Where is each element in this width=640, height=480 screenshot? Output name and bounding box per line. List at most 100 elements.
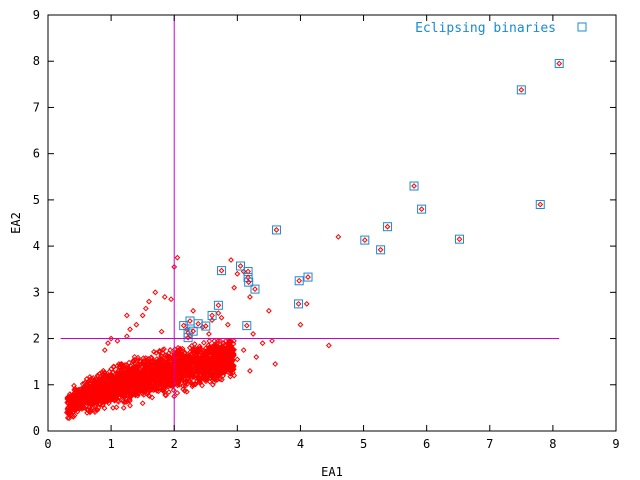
red-data-point <box>64 409 70 416</box>
red-data-point <box>80 385 87 392</box>
plot-frame <box>47 14 617 432</box>
red-data-point <box>163 365 170 372</box>
binary-inner-diamond <box>180 322 187 329</box>
red-data-point <box>71 382 77 389</box>
red-data-point <box>71 405 78 412</box>
red-data-point <box>140 355 147 362</box>
red-data-point <box>127 402 133 409</box>
red-data-point <box>135 378 142 385</box>
red-data-point <box>192 345 199 352</box>
red-data-point <box>96 387 103 394</box>
red-data-point <box>158 353 165 360</box>
red-data-point <box>142 305 149 312</box>
red-data-point <box>247 368 253 374</box>
red-data-point <box>201 361 207 368</box>
red-data-point <box>150 375 157 382</box>
red-data-point <box>73 400 80 407</box>
red-data-point <box>224 321 231 328</box>
binary-inner-diamond <box>215 302 222 309</box>
red-data-point <box>99 399 106 406</box>
eclipsing-binary-point <box>409 181 419 191</box>
y-tick-label: 5 <box>33 193 40 207</box>
red-data-point <box>229 346 235 352</box>
red-data-point <box>115 368 122 375</box>
red-data-point <box>149 376 156 383</box>
binary-inner-diamond <box>411 183 417 189</box>
binary-inner-diamond <box>245 274 251 281</box>
red-data-point <box>159 361 165 367</box>
red-data-point <box>75 386 82 393</box>
red-data-point <box>127 372 134 379</box>
red-data-point <box>199 382 206 389</box>
red-data-point <box>228 367 234 374</box>
red-data-point <box>225 361 232 368</box>
red-data-point <box>228 368 234 375</box>
red-data-point <box>113 404 120 411</box>
red-data-point <box>187 349 193 356</box>
red-data-point <box>74 390 80 397</box>
binary-inner-diamond <box>218 267 225 274</box>
red-data-point <box>208 347 215 353</box>
red-data-point <box>159 358 166 365</box>
red-data-point <box>74 408 81 415</box>
red-data-point <box>120 404 127 411</box>
red-data-point <box>121 373 128 379</box>
binary-inner-diamond <box>418 206 425 213</box>
red-data-point <box>174 390 181 396</box>
red-data-point <box>194 354 200 361</box>
red-data-point <box>83 389 90 396</box>
binary-inner-diamond <box>243 322 250 329</box>
red-data-point <box>106 373 113 380</box>
x-tick-label: 2 <box>171 437 178 451</box>
red-data-point <box>127 326 133 333</box>
y-tick-label: 7 <box>33 100 40 114</box>
red-data-point <box>134 372 141 379</box>
red-data-point <box>253 354 260 360</box>
red-data-point <box>170 387 177 394</box>
eclipsing-binary-point <box>383 222 393 232</box>
eclipsing-binary-point <box>516 85 526 95</box>
red-data-point <box>247 294 253 300</box>
red-data-point <box>87 389 94 396</box>
red-data-point <box>125 380 131 387</box>
binary-inner-diamond <box>185 334 192 341</box>
red-data-point <box>159 347 166 353</box>
binary-inner-diamond <box>537 201 544 208</box>
eclipsing-binary-point <box>554 59 564 69</box>
red-data-point <box>209 381 216 388</box>
red-data-point <box>194 349 201 356</box>
red-data-point <box>220 372 227 379</box>
x-axis-label: EA1 <box>321 465 343 479</box>
red-data-point <box>130 391 137 398</box>
red-data-point <box>131 376 138 383</box>
red-data-point <box>88 390 95 396</box>
red-data-point <box>181 367 188 374</box>
binary-inner-diamond <box>296 277 303 284</box>
red-data-point <box>139 400 146 407</box>
red-data-point <box>114 363 121 370</box>
red-data-point <box>219 344 225 350</box>
x-tick-label: 0 <box>44 437 51 451</box>
x-tick-label: 9 <box>612 437 619 451</box>
red-data-point <box>152 382 158 389</box>
red-data-point <box>118 377 125 384</box>
red-data-point <box>78 391 85 398</box>
red-data-point <box>95 404 102 411</box>
red-data-point <box>153 350 160 356</box>
red-data-point <box>107 377 114 384</box>
eclipsing-binary-point <box>294 276 304 286</box>
red-data-point <box>98 398 104 405</box>
red-data-point <box>212 364 219 371</box>
red-data-point <box>159 374 166 380</box>
red-data-point <box>211 356 218 363</box>
red-data-point <box>205 362 212 369</box>
red-data-point <box>145 389 151 396</box>
red-data-point <box>230 364 237 371</box>
red-data-point <box>175 347 181 354</box>
red-data-point <box>158 328 165 335</box>
red-data-point <box>176 381 183 388</box>
eclipsing-binary-point <box>217 266 227 276</box>
binary-inner-diamond <box>245 279 252 286</box>
red-data-point <box>76 405 83 412</box>
